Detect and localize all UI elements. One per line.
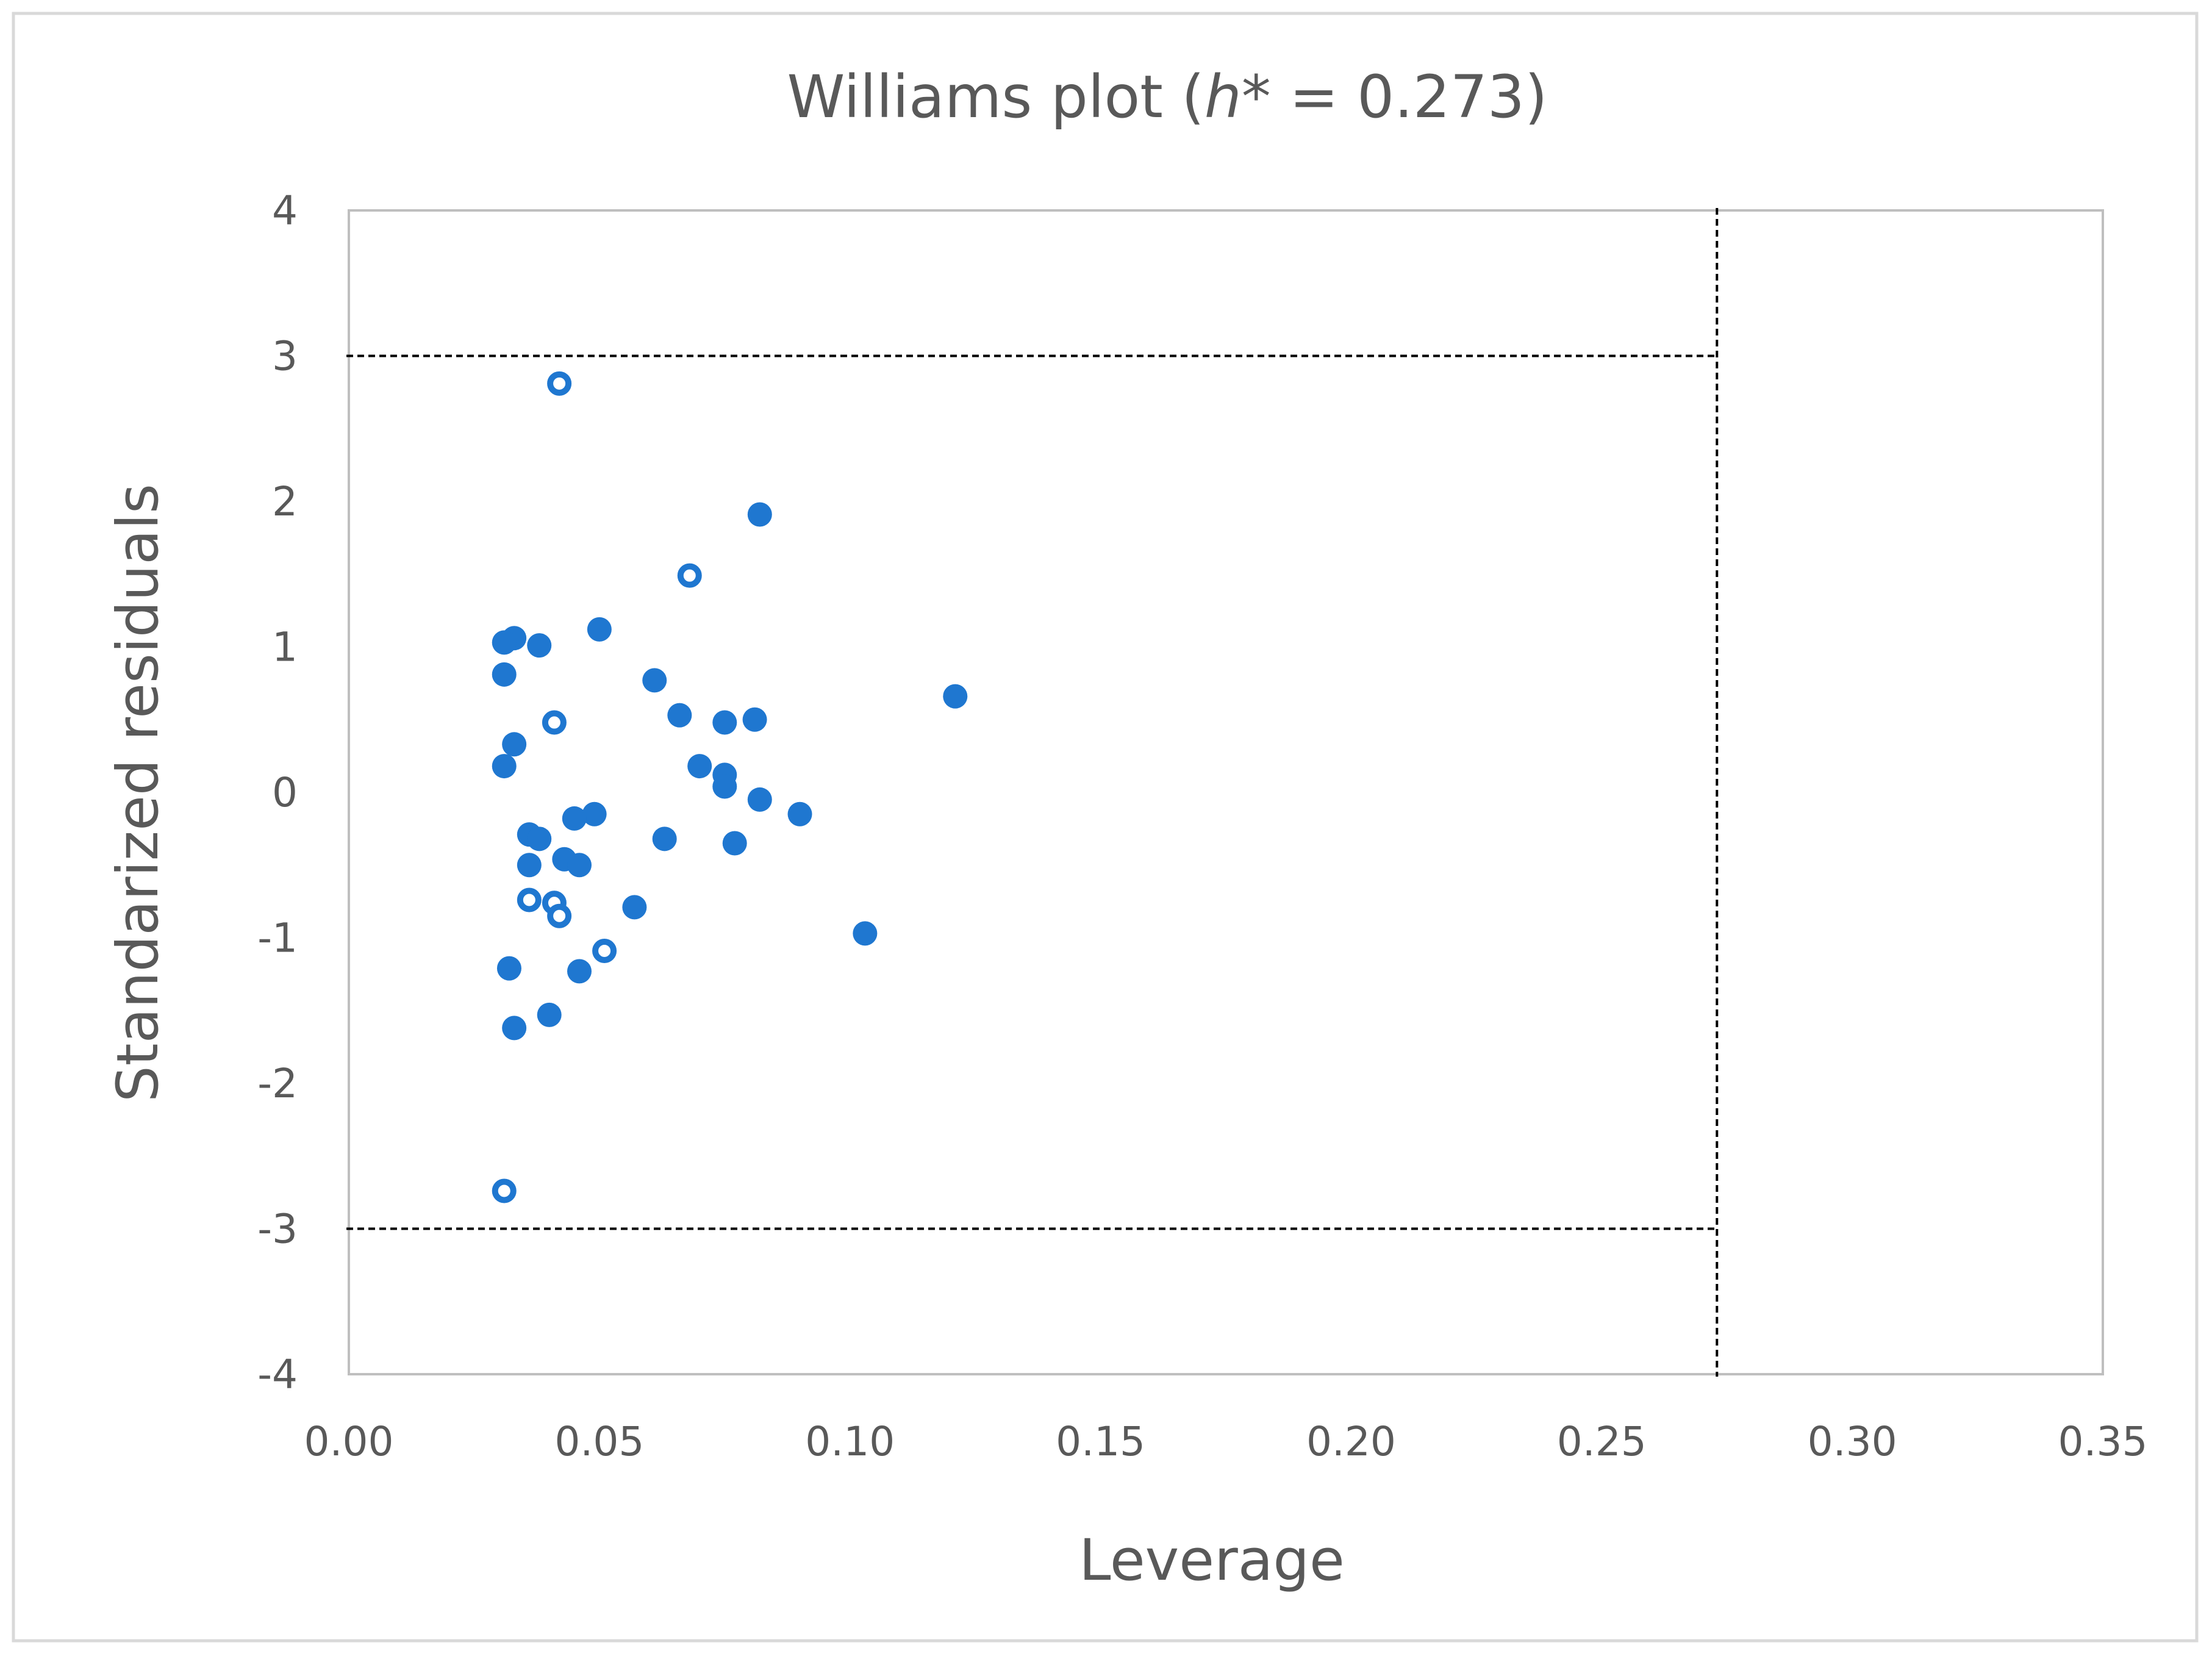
filled-data-point bbox=[943, 684, 968, 709]
filled-data-point bbox=[747, 502, 772, 527]
filled-data-point bbox=[747, 787, 772, 812]
x-tick-label: 0.10 bbox=[805, 1418, 895, 1465]
filled-data-point bbox=[537, 1002, 562, 1027]
open-data-point bbox=[547, 903, 572, 928]
x-tick-label: 0.35 bbox=[2058, 1418, 2148, 1465]
y-tick-label: 2 bbox=[272, 478, 298, 525]
chart-title: Williams plot (h* = 0.273) bbox=[787, 63, 1548, 131]
filled-data-point bbox=[502, 732, 527, 757]
filled-data-point bbox=[517, 853, 542, 878]
y-axis-tick-labels: 4 3 2 1 0 -1 -2 -3 -4 bbox=[257, 187, 298, 1398]
filled-data-point bbox=[587, 617, 612, 642]
open-data-point bbox=[542, 710, 567, 735]
open-data-point bbox=[492, 1178, 517, 1203]
filled-data-point bbox=[496, 956, 521, 981]
filled-data-point bbox=[567, 959, 592, 984]
x-tick-label: 0.05 bbox=[554, 1418, 644, 1465]
y-tick-label: -2 bbox=[257, 1060, 298, 1107]
plot-area bbox=[348, 209, 2104, 1375]
open-data-point bbox=[547, 371, 572, 396]
y-axis-title: Standarized residuals bbox=[105, 484, 171, 1102]
x-tick-label: 0.25 bbox=[1557, 1418, 1647, 1465]
filled-data-point bbox=[527, 826, 552, 851]
filled-data-point bbox=[527, 633, 552, 658]
filled-data-point bbox=[712, 774, 737, 799]
filled-data-point bbox=[562, 806, 587, 831]
filled-data-point bbox=[622, 895, 647, 920]
open-data-point bbox=[592, 938, 617, 963]
filled-data-point bbox=[567, 853, 592, 878]
x-axis-tick-labels: 0.00 0.05 0.10 0.15 0.20 0.25 0.30 0.35 bbox=[304, 1418, 2148, 1465]
x-tick-label: 0.30 bbox=[1808, 1418, 1897, 1465]
filled-data-point bbox=[712, 710, 737, 735]
filled-data-point bbox=[687, 754, 712, 779]
filled-data-point bbox=[742, 707, 767, 732]
y-tick-label: 3 bbox=[272, 333, 298, 380]
y-tick-label: 1 bbox=[272, 624, 298, 671]
filled-data-point bbox=[652, 826, 677, 851]
filled-data-point bbox=[667, 703, 692, 728]
reference-lines bbox=[346, 208, 1719, 1377]
y-tick-label: -1 bbox=[257, 915, 298, 962]
filled-data-point bbox=[502, 1016, 527, 1041]
chart-outer-border bbox=[12, 12, 2199, 1643]
filled-data-point bbox=[492, 754, 517, 779]
x-tick-label: 0.15 bbox=[1056, 1418, 1145, 1465]
y-tick-label: -3 bbox=[257, 1206, 298, 1253]
y-tick-label: 4 bbox=[272, 187, 298, 234]
filled-data-point bbox=[492, 630, 517, 655]
data-points bbox=[492, 371, 968, 1203]
x-tick-label: 0.20 bbox=[1306, 1418, 1396, 1465]
filled-data-point bbox=[722, 831, 747, 856]
filled-data-point bbox=[492, 662, 517, 687]
y-tick-label: 0 bbox=[272, 769, 298, 816]
filled-data-point bbox=[642, 668, 667, 693]
x-tick-label: 0.00 bbox=[304, 1418, 394, 1465]
filled-data-point bbox=[582, 801, 607, 826]
filled-data-point bbox=[853, 921, 878, 946]
x-axis-title: Leverage bbox=[1079, 1527, 1345, 1594]
filled-data-point bbox=[787, 801, 812, 826]
open-data-point bbox=[517, 887, 542, 912]
y-tick-label: -4 bbox=[257, 1351, 298, 1398]
open-data-point bbox=[677, 563, 702, 588]
